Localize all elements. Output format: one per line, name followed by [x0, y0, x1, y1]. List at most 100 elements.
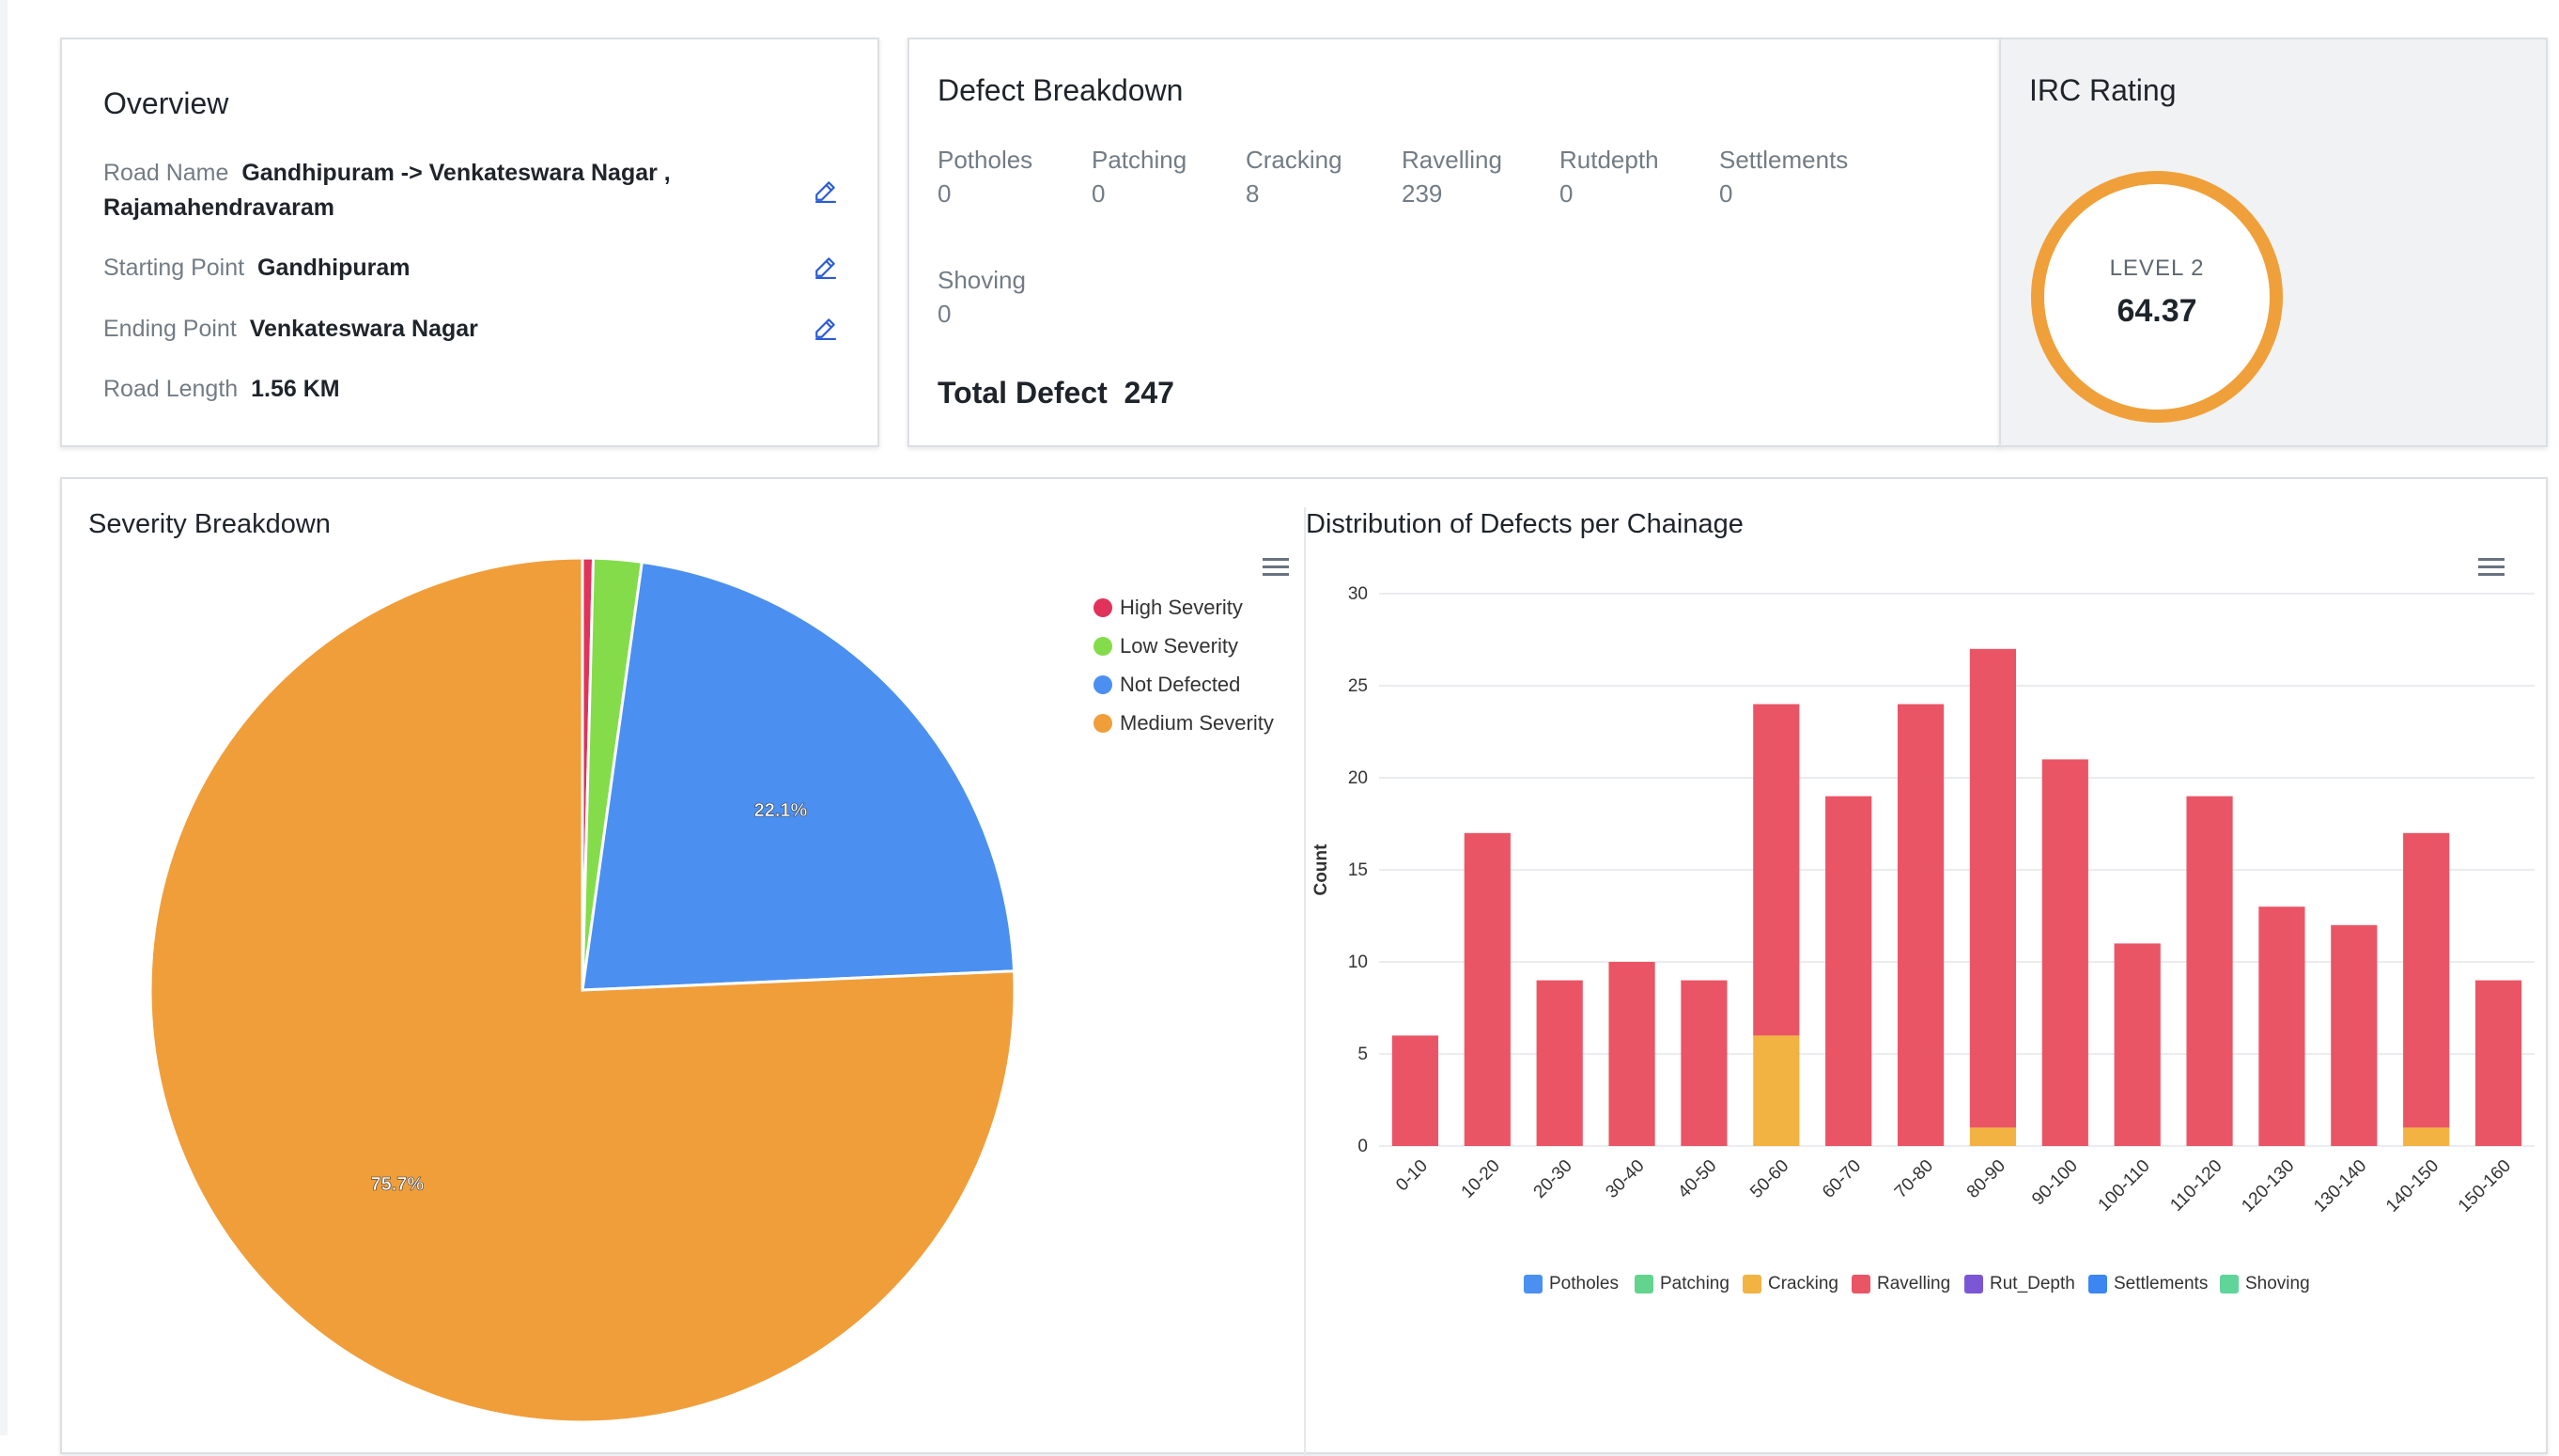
- bar-legend-marker: [1524, 1275, 1543, 1293]
- total-defect-label: Total Defect: [938, 376, 1108, 410]
- bar-ravelling-120-130[interactable]: [2258, 906, 2305, 1146]
- legend-not-defected-marker: [1093, 675, 1112, 694]
- defect-ravelling-label: Ravelling: [1402, 146, 1502, 174]
- irc-score: 64.37: [2117, 293, 2197, 329]
- legend-medium-severity-label: Medium Severity: [1120, 711, 1274, 735]
- distribution-menu-icon[interactable]: [2478, 558, 2505, 577]
- pie-slice-medium-severity[interactable]: [148, 556, 1016, 1424]
- pie-data-label-medium-severity: 75.7%: [370, 1174, 424, 1195]
- bar-legend-marker: [1964, 1275, 1983, 1293]
- bar-legend-marker: [2220, 1275, 2239, 1293]
- bar-legend-label: Ravelling: [1877, 1274, 1951, 1293]
- severity-menu-icon[interactable]: [1263, 558, 1289, 577]
- defect-settlements-value: 0: [1719, 179, 1733, 208]
- bar-ravelling-80-90[interactable]: [1969, 648, 2017, 1128]
- ending-point-row: Ending Point Venkateswara Nagar: [103, 312, 478, 347]
- left-edge-strip: [0, 0, 8, 1435]
- bar-ravelling-130-140[interactable]: [2331, 924, 2378, 1146]
- bar-legend-potholes[interactable]: Potholes: [1524, 1274, 1619, 1294]
- bar-ravelling-30-40[interactable]: [1608, 962, 1655, 1146]
- road-length-value: 1.56 KM: [251, 376, 340, 402]
- bar-cracking-50-60[interactable]: [1753, 1035, 1800, 1146]
- starting-point-row: Starting Point Gandhipuram: [103, 251, 411, 286]
- overview-card: Overview Road Name Gandhipuram -> Venkat…: [60, 38, 879, 447]
- x-tick-label: 50-60: [1746, 1156, 1792, 1202]
- irc-ring-circle: [2031, 171, 2283, 423]
- edit-starting-point-icon[interactable]: [814, 255, 838, 279]
- bar-legend-settlements[interactable]: Settlements: [2088, 1274, 2208, 1294]
- chart-divider: [1304, 507, 1306, 1456]
- edit-ending-point-icon[interactable]: [814, 316, 838, 340]
- bar-ravelling-0-10[interactable]: [1391, 1035, 1439, 1146]
- x-tick-label: 90-100: [2028, 1156, 2082, 1210]
- y-tick-label: 0: [1357, 1137, 1368, 1156]
- bar-legend-marker: [1743, 1275, 1761, 1293]
- bar-ravelling-10-20[interactable]: [1464, 832, 1511, 1146]
- x-tick-label: 140-150: [2382, 1156, 2443, 1216]
- bar-ravelling-150-160[interactable]: [2474, 980, 2522, 1146]
- bar-ravelling-40-50[interactable]: [1681, 980, 1728, 1146]
- legend-high-severity-marker: [1093, 598, 1112, 617]
- x-tick-label: 100-110: [2095, 1156, 2154, 1216]
- bar-cracking-140-150[interactable]: [2403, 1127, 2450, 1146]
- x-tick-label: 150-160: [2455, 1156, 2515, 1216]
- defect-settlements-label: Settlements: [1719, 146, 1849, 174]
- irc-rating-card: IRC Rating LEVEL 2 64.37: [1999, 38, 2548, 447]
- bar-ravelling-140-150[interactable]: [2403, 832, 2450, 1128]
- legend-high-severity-label: High Severity: [1120, 596, 1243, 619]
- y-tick-label: 10: [1348, 953, 1368, 972]
- y-tick-label: 25: [1348, 676, 1368, 696]
- y-tick-label: 5: [1357, 1045, 1368, 1064]
- bar-ravelling-110-120[interactable]: [2186, 796, 2233, 1146]
- defect-potholes-value: 0: [938, 179, 952, 208]
- bar-legend-label: Potholes: [1549, 1274, 1619, 1293]
- ending-point-value: Venkateswara Nagar: [249, 316, 478, 342]
- legend-high-severity[interactable]: High Severity: [1093, 596, 1243, 620]
- defect-patching-label: Patching: [1092, 146, 1187, 174]
- bar-legend-patching[interactable]: Patching: [1635, 1274, 1729, 1294]
- overview-title: Overview: [103, 86, 229, 120]
- bar-legend-rut-depth[interactable]: Rut_Depth: [1964, 1274, 2075, 1294]
- x-tick-label: 110-120: [2166, 1156, 2226, 1216]
- severity-pie-chart: 22.1% 75.7%: [148, 556, 1016, 1424]
- pie-slice-not-defected[interactable]: [581, 560, 1016, 992]
- edit-road-name-icon[interactable]: [814, 178, 838, 203]
- bar-ravelling-60-70[interactable]: [1825, 796, 1872, 1146]
- bar-legend-cracking[interactable]: Cracking: [1743, 1274, 1838, 1294]
- distribution-title: Distribution of Defects per Chainage: [1306, 509, 1744, 539]
- defect-rutdepth-value: 0: [1559, 179, 1574, 208]
- legend-not-defected[interactable]: Not Defected: [1093, 673, 1240, 697]
- bar-ravelling-90-100[interactable]: [2041, 759, 2088, 1146]
- x-tick-label: 80-90: [1963, 1156, 2009, 1202]
- bar-legend-shoving[interactable]: Shoving: [2220, 1274, 2310, 1294]
- irc-rating-ring: [2031, 171, 2283, 423]
- bar-legend-label: Rut_Depth: [1990, 1274, 2075, 1293]
- starting-point-value: Gandhipuram: [257, 255, 411, 281]
- bar-cracking-80-90[interactable]: [1969, 1127, 2017, 1146]
- x-tick-label: 20-30: [1530, 1156, 1576, 1202]
- bar-ravelling-100-110[interactable]: [2114, 943, 2161, 1146]
- bar-legend-label: Shoving: [2245, 1274, 2310, 1293]
- bar-legend-ravelling[interactable]: Ravelling: [1852, 1274, 1950, 1294]
- defect-ravelling-value: 239: [1402, 179, 1443, 208]
- bar-ravelling-50-60[interactable]: [1753, 704, 1800, 1036]
- defect-cracking-value: 8: [1246, 179, 1260, 208]
- distribution-bar-chart: 0 5 10 15 20 25 30 Count 0-10 10-20 20-30 30-40 40-5…: [1311, 584, 2535, 1216]
- bar-legend-marker: [2088, 1275, 2107, 1293]
- defect-cracking: Cracking 8: [1246, 143, 1342, 210]
- x-tick-label: 120-130: [2238, 1156, 2298, 1216]
- defect-patching-value: 0: [1092, 179, 1106, 208]
- y-tick-label: 30: [1348, 584, 1368, 604]
- legend-medium-severity[interactable]: Medium Severity: [1093, 711, 1274, 736]
- bar-ravelling-70-80[interactable]: [1897, 704, 1945, 1146]
- legend-low-severity[interactable]: Low Severity: [1093, 634, 1238, 658]
- x-tick-label: 0-10: [1392, 1156, 1432, 1196]
- x-tick-label: 70-80: [1891, 1156, 1937, 1202]
- legend-not-defected-label: Not Defected: [1120, 673, 1241, 696]
- defect-potholes: Potholes 0: [938, 143, 1032, 210]
- bar-legend-label: Cracking: [1768, 1274, 1838, 1293]
- defect-cracking-label: Cracking: [1246, 146, 1342, 174]
- bar-ravelling-20-30[interactable]: [1536, 980, 1583, 1146]
- y-tick-label: 20: [1348, 768, 1368, 788]
- total-defect: Total Defect 247: [938, 376, 1174, 410]
